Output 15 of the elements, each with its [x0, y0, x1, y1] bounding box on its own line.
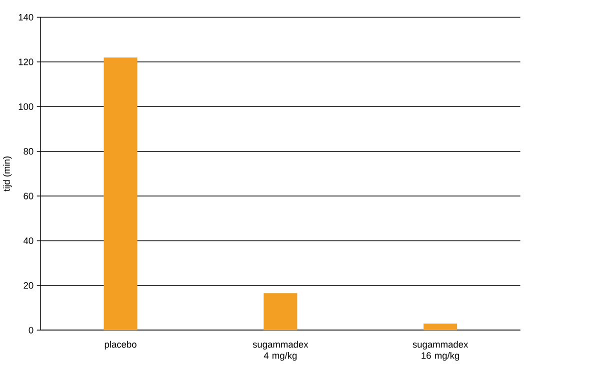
y-tick-label: 60 [24, 193, 34, 200]
y-tick-label: 120 [18, 58, 34, 66]
x-tick-label: sugammadex 16 mg/kg [412, 341, 468, 361]
bar [264, 293, 298, 330]
x-tick-label: sugammadex 4 mg/kg [252, 341, 308, 361]
bar [104, 58, 138, 330]
y-axis-title: tijd (min) [3, 156, 12, 192]
y-tick-label: 20 [24, 282, 34, 289]
y-tick-label: 0 [28, 327, 34, 334]
y-tick-label: 140 [18, 14, 34, 21]
y-tick-label: 40 [24, 238, 34, 244]
y-tick-label: 100 [18, 104, 34, 110]
bar [424, 324, 458, 330]
x-tick-label: placebo [104, 341, 136, 350]
y-tick-label: 80 [24, 148, 34, 155]
